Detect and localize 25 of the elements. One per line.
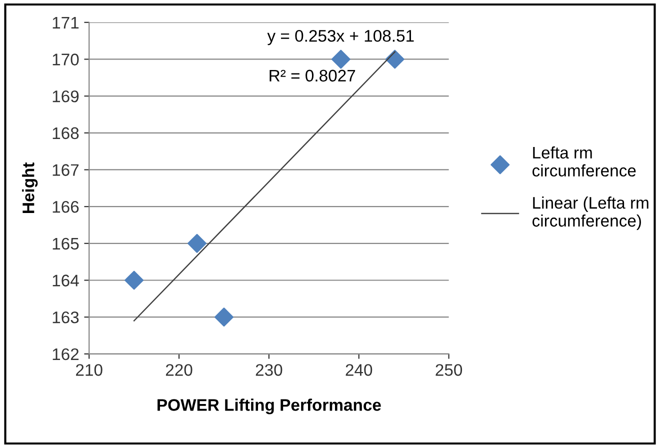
- y-tick-label: 168: [52, 127, 79, 140]
- point: [188, 234, 206, 253]
- x-axis-title: POWER Lifting Performance: [158, 398, 381, 414]
- annotation: R² = 0.8027: [270, 70, 356, 82]
- y-tick-label: 163: [52, 311, 79, 324]
- y-tick-label: 162: [52, 348, 79, 360]
- legend-label: Linear (Lefta rm circumference): [532, 196, 648, 230]
- x-tick-label: 210: [76, 364, 102, 376]
- y-tick-label: 164: [52, 274, 79, 286]
- annotation: y = 0.253x + 108.51: [267, 30, 414, 46]
- point: [331, 50, 350, 69]
- y-tick-label: 169: [52, 90, 79, 102]
- y-tick-label: 166: [52, 200, 79, 213]
- x-tick-label: 240: [346, 364, 372, 376]
- y-tick-label: 167: [52, 164, 79, 176]
- point: [214, 308, 234, 327]
- x-tick-label: 220: [166, 364, 192, 376]
- y-tick-label: 165: [52, 238, 79, 250]
- legend-label: Lefta rm circumference: [532, 146, 636, 177]
- point: [124, 270, 144, 290]
- y-axis-title: Height: [22, 162, 38, 213]
- x-tick-label: 230: [256, 364, 282, 376]
- y-tick-label: 170: [52, 54, 79, 66]
- x-tick-label: 250: [436, 364, 462, 376]
- y-tick-label: 171: [52, 16, 79, 28]
